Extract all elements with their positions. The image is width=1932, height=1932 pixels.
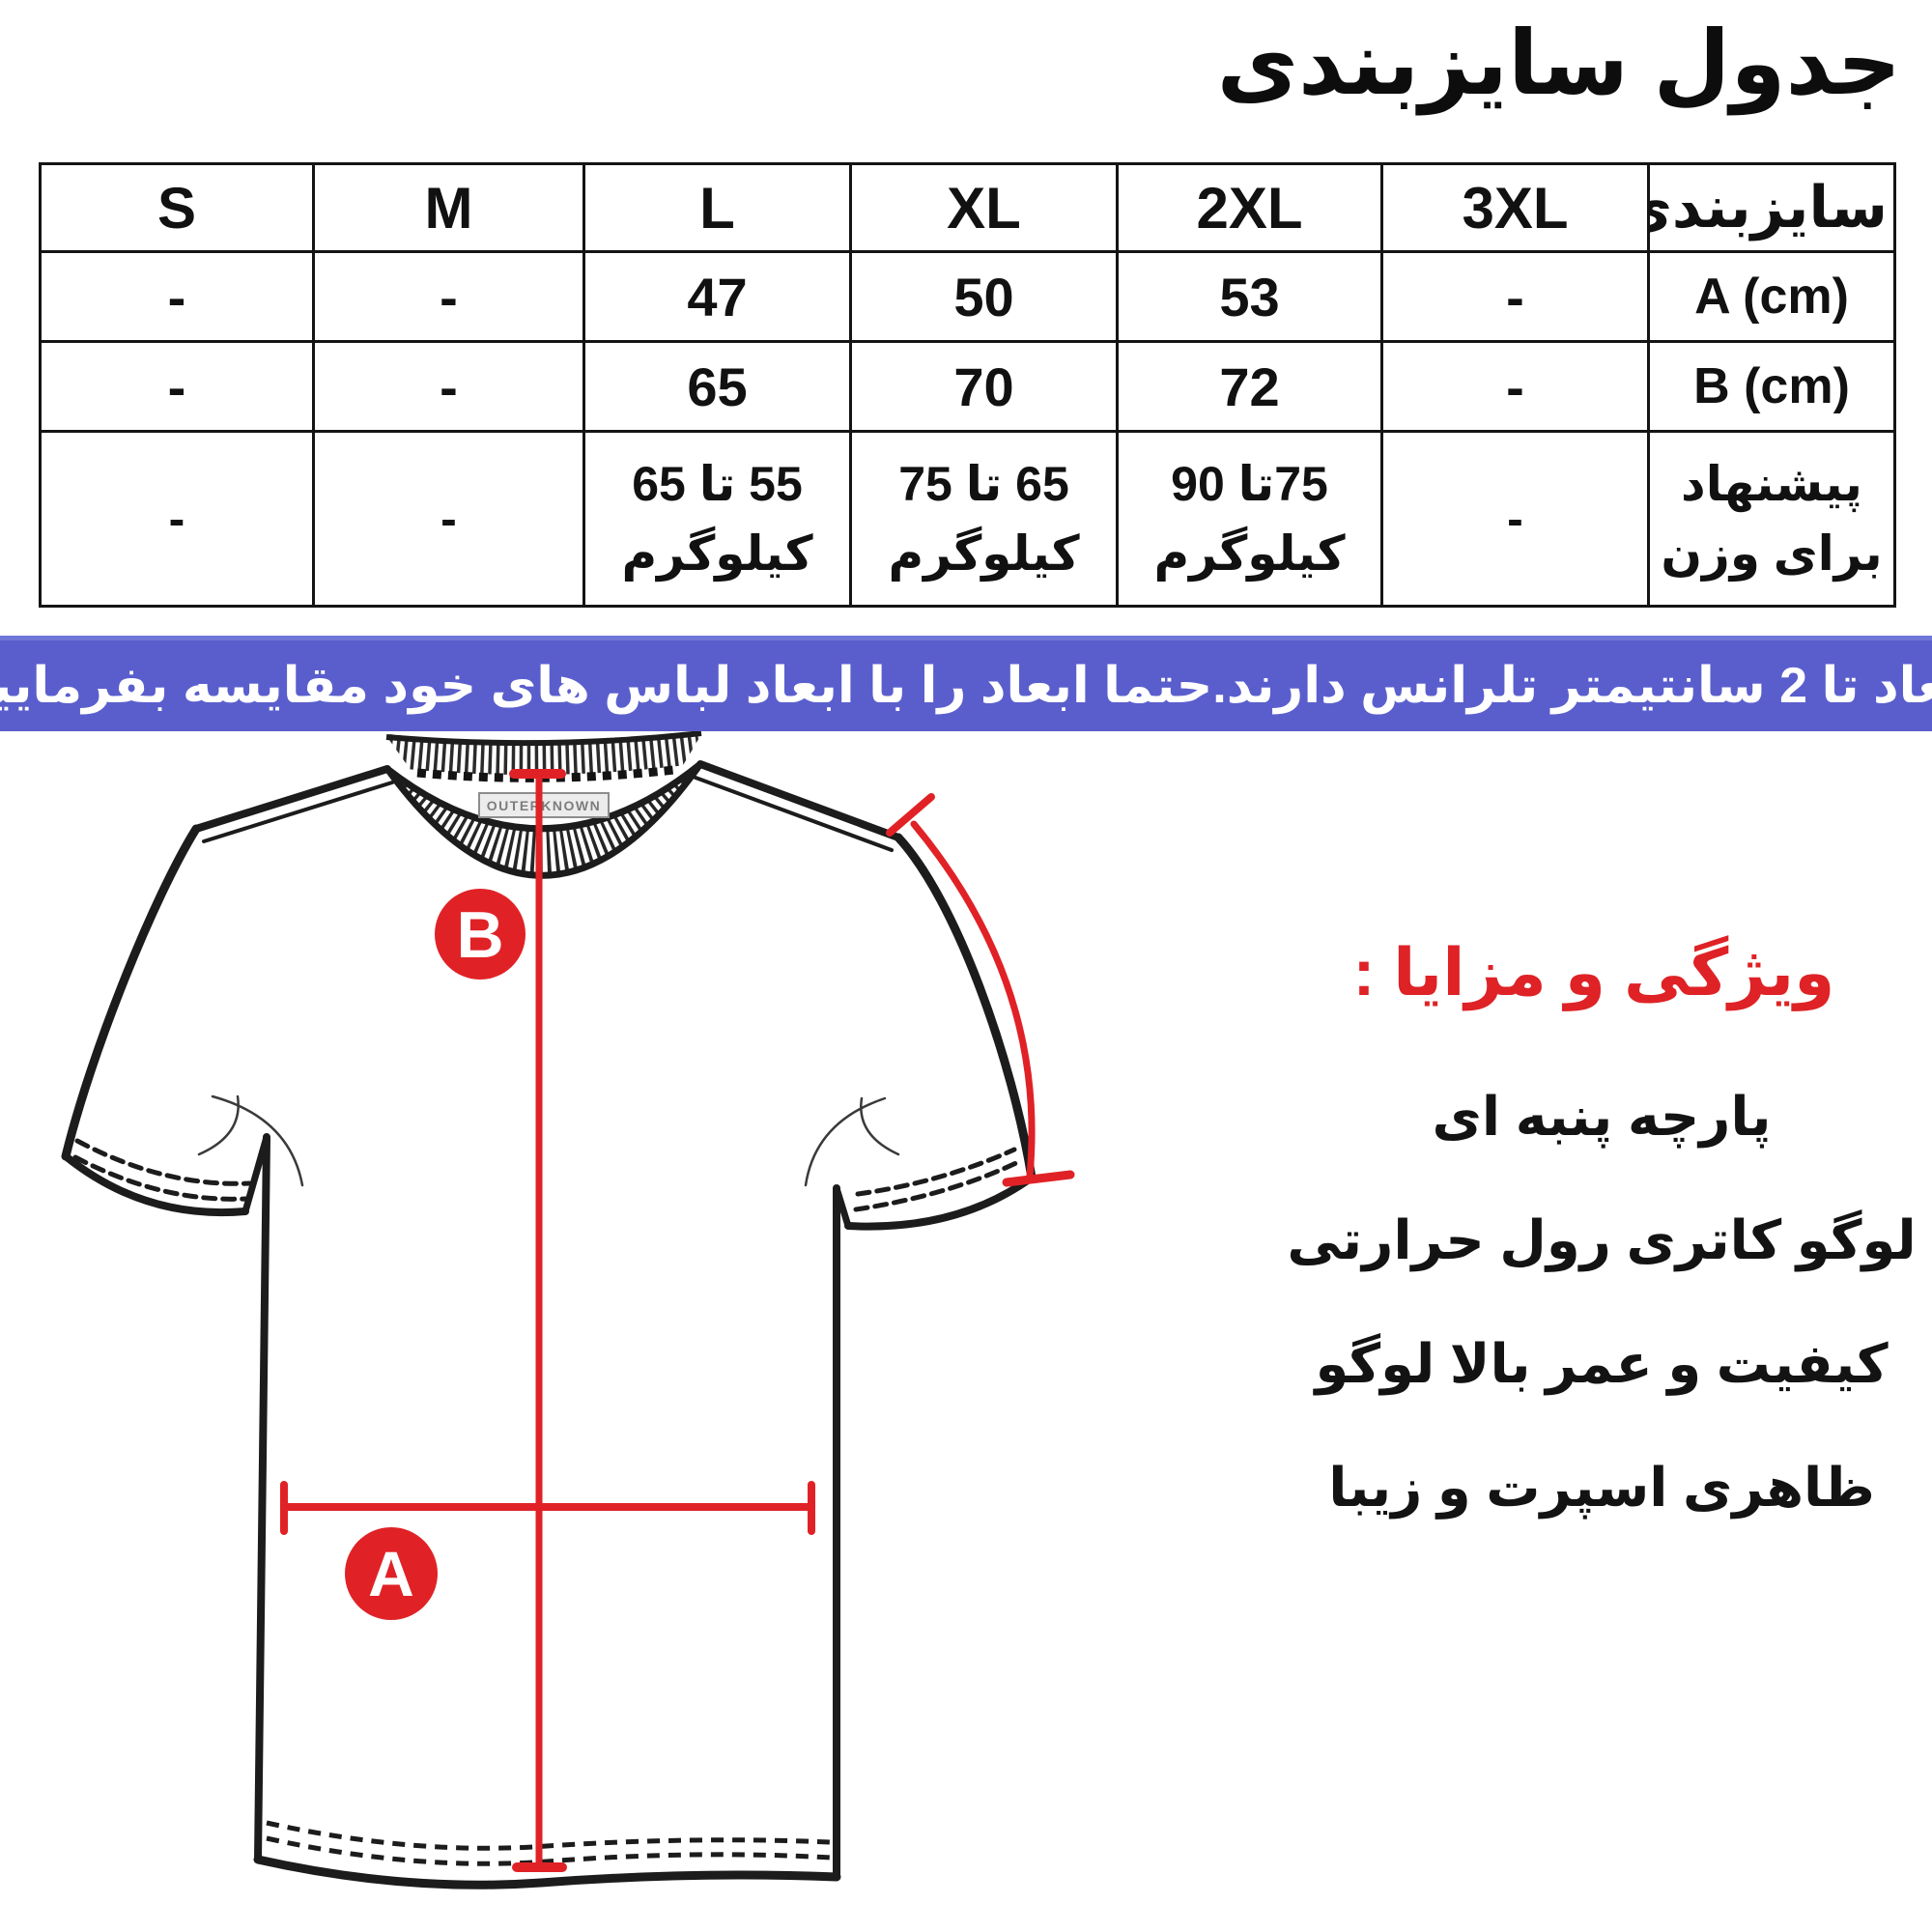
body-bottom-hem [253,1855,841,1889]
feature-item-fabric: پارچه پنبه ای [1432,1086,1772,1147]
tolerance-notice-banner: ابعاد تا 2 سانتیمتر تلرانس دارند.حتما اب… [0,636,1932,731]
header-size-l: L [582,162,852,253]
cell-a-3xl: - [1380,250,1650,343]
left-shoulder-seam-inner [202,781,394,843]
row-label-b: B (cm) [1647,340,1896,433]
tshirt-body-outline [253,1133,841,1889]
feature-item-logo-type: لوگو کاتری رول حرارتی [1287,1209,1917,1270]
right-shoulder-seam-inner [694,776,894,852]
front-collar-ribbing [387,764,700,876]
size-table-container: S M L XL 2XL 3XL سایزبندی - - 47 50 53 -… [39,162,1896,608]
neck-label-box [478,792,610,818]
table-row-weight: - - 55 تا 65 کیلوگرم 65 تا 75 کیلوگرم 75… [39,430,1896,608]
right-sleeve-stitch-2 [855,1147,1017,1197]
left-shoulder-seam [192,765,391,833]
features-list: پارچه پنبه ای لوگو کاتری رول حرارتی کیفی… [1283,1055,1920,1549]
left-sleeve-outer-edge [61,824,201,1161]
sleeve-measure-curve [910,820,1036,1179]
back-collar-ribbing [386,731,702,776]
cell-b-3xl: - [1380,340,1650,433]
right-sleeve-inner-edge [833,1184,852,1230]
cell-a-s: - [39,250,315,343]
cell-w-l: 55 تا 65 کیلوگرم [582,430,852,608]
feature-item-durability: کیفیت و عمر بالا لوگو [1315,1333,1889,1394]
page-title: جدول سایزبندی [1216,14,1902,113]
cell-b-xl: 70 [849,340,1119,433]
feature-item-style: ظاهری اسپرت و زیبا [1328,1457,1875,1518]
sleeve-curve-bottom-tick [1002,1170,1075,1187]
header-size-2xl: 2XL [1116,162,1383,253]
left-sleeve-hem-edge [62,1152,249,1217]
header-size-3xl: 3XL [1380,162,1650,253]
header-size-xl: XL [849,162,1119,253]
cell-w-xl: 65 تا 75 کیلوگرم [849,430,1119,608]
body-left-edge [254,1133,270,1863]
collar-outer-arc [384,761,703,879]
row-label-weight: پیشنهاد برای وزن [1647,430,1896,608]
marker-b-badge: B [435,889,526,980]
table-header-row: S M L XL 2XL 3XL سایزبندی [39,162,1896,253]
right-sleeve [833,833,1037,1231]
table-row-b: - - 65 70 72 - B (cm) [39,340,1896,433]
measurement-marks [280,769,1075,1872]
size-table: S M L XL 2XL 3XL سایزبندی - - 47 50 53 -… [39,162,1896,608]
armpit-wrinkles [197,1094,900,1187]
cell-w-s: - [39,430,315,608]
right-sleeve-outer-edge [894,833,1037,1182]
tshirt-measurement-diagram: OUTERKNOWN B A [61,731,1075,1889]
left-sleeve-inner-edge [242,1133,270,1215]
header-size-s: S [39,162,315,253]
right-shoulder-seam [696,760,902,841]
table-row-a: - - 47 50 53 - A (cm) [39,250,1896,343]
row-label-a: A (cm) [1647,250,1896,343]
cell-a-2xl: 53 [1116,250,1383,343]
cell-b-s: - [39,340,315,433]
cell-b-2xl: 72 [1116,340,1383,433]
cell-b-l: 65 [582,340,852,433]
neck-label-text: OUTERKNOWN [487,798,601,813]
left-sleeve [61,824,270,1217]
cell-w-2xl: 75تا 90 کیلوگرم [1116,430,1383,608]
cell-a-xl: 50 [849,250,1119,343]
left-sleeve-stitch-2 [72,1154,248,1202]
right-sleeve-hem-edge [844,1174,1036,1231]
cell-b-m: - [312,340,585,433]
marker-a-letter: A [368,1538,414,1609]
tolerance-notice-text: ابعاد تا 2 سانتیمتر تلرانس دارند.حتما اب… [0,658,1932,714]
header-size-m: M [312,162,585,253]
marker-b-letter: B [456,898,503,972]
cell-w-m: - [312,430,585,608]
sleeve-curve-top-tick [886,793,935,837]
features-heading: ویژگی و مزایا : [1352,936,1835,1009]
marker-a-badge: A [345,1527,438,1620]
collar-top-edge [385,731,702,747]
right-sleeve-stitch-1 [853,1159,1021,1212]
collar: OUTERKNOWN [384,731,703,879]
bottom-hem-stitching [266,1820,832,1866]
collar-inner-arc [384,761,703,833]
cell-w-3xl: - [1380,430,1650,608]
cell-a-m: - [312,250,585,343]
cell-a-l: 47 [582,250,852,343]
header-size-label: سایزبندی [1647,162,1896,253]
left-sleeve-stitch-1 [74,1138,252,1186]
shoulder-seams [192,760,902,852]
